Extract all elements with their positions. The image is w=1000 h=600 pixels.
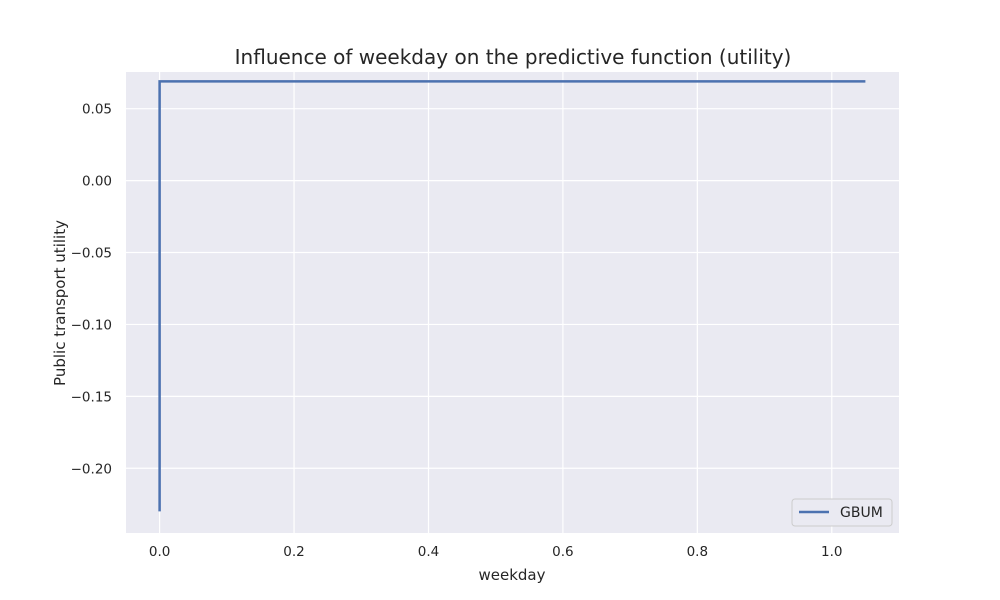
y-axis-ticks: 0.05 0.00 −0.05 −0.10 −0.15 −0.20: [71, 102, 112, 478]
chart-title: Influence of weekday on the predictive f…: [235, 45, 792, 69]
x-axis-ticks: 0.0 0.2 0.4 0.6 0.8 1.0: [149, 544, 843, 560]
x-tick-label: 0.4: [418, 544, 439, 560]
y-axis-label: Public transport utility: [51, 220, 69, 386]
y-tick-label: −0.20: [71, 461, 112, 477]
y-tick-label: 0.00: [82, 174, 112, 190]
legend: GBUM: [791, 498, 893, 527]
x-tick-label: 0.2: [283, 544, 304, 560]
series-line-gbum: [158, 80, 866, 512]
y-tick-label: −0.10: [71, 317, 112, 333]
legend-box: [791, 498, 893, 527]
y-tick-label: −0.05: [71, 246, 112, 262]
y-tick-label: 0.05: [82, 102, 112, 118]
plot-area: [126, 72, 899, 533]
legend-label-gbum: GBUM: [840, 505, 883, 521]
x-tick-label: 0.8: [687, 544, 708, 560]
grid-lines: [126, 72, 899, 533]
x-tick-label: 1.0: [821, 544, 842, 560]
series-layer: [158, 80, 866, 512]
x-tick-label: 0.6: [552, 544, 573, 560]
x-tick-label: 0.0: [149, 544, 170, 560]
x-axis-label: weekday: [478, 566, 545, 584]
y-tick-label: −0.15: [71, 389, 112, 405]
